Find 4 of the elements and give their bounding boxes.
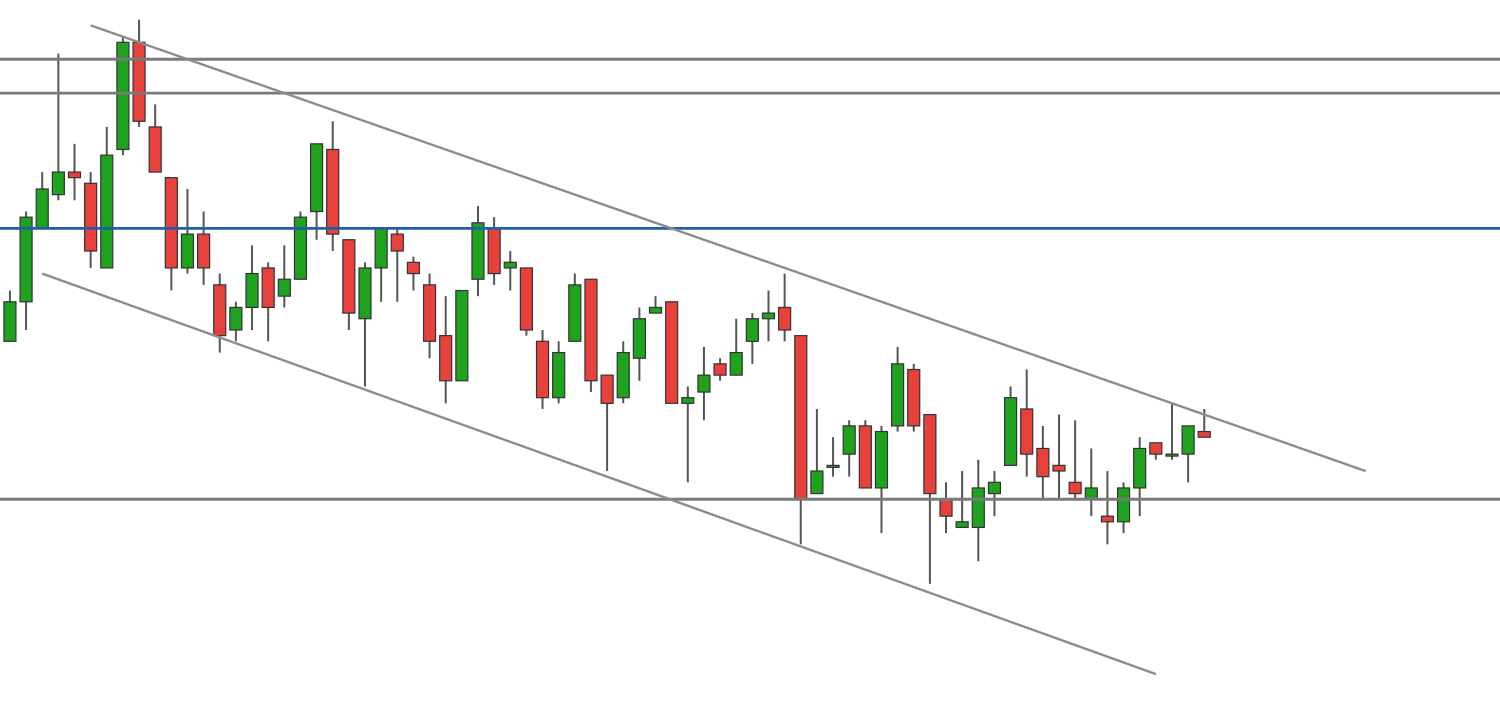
candlestick (826, 436, 840, 478)
candlestick (406, 255, 421, 292)
candlestick (939, 481, 953, 535)
candlestick (148, 103, 162, 174)
